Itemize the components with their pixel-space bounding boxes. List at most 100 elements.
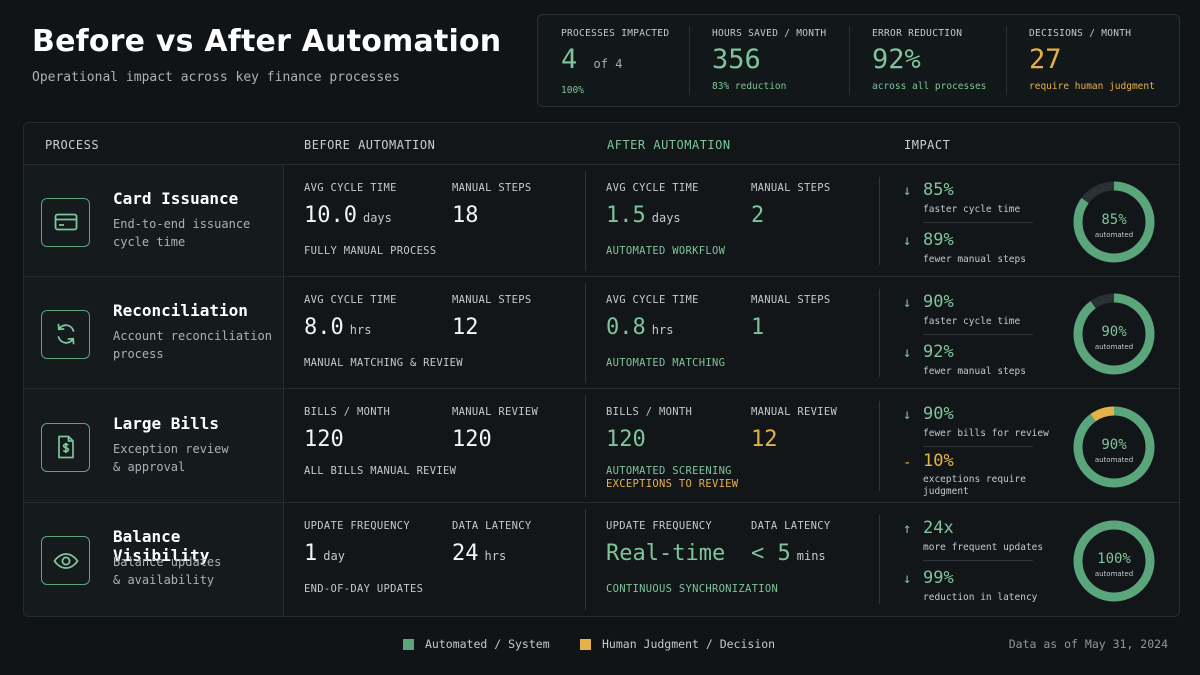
after-metric1-value: 1.5 days	[606, 203, 681, 228]
impact1-arrow-icon: ↓	[903, 183, 912, 199]
after-note: CONTINUOUS SYNCHRONIZATION	[606, 583, 779, 595]
impact1-arrow-icon: ↓	[903, 295, 912, 311]
impact2-label: reduction in latency	[923, 592, 1038, 603]
metric-unit: hrs	[484, 549, 507, 563]
process-name: Large Bills	[113, 413, 219, 433]
impact-divider	[923, 222, 1033, 223]
after-note: AUTOMATED MATCHING	[606, 357, 726, 369]
before-note: FULLY MANUAL PROCESS	[304, 245, 437, 257]
before-metric1-value: 10.0 days	[304, 203, 392, 228]
process-cell: Card Issuance End-to-end issuance cycle …	[24, 165, 284, 276]
metric-number: 120	[606, 427, 646, 452]
impact2-label: fewer manual steps	[923, 254, 1026, 265]
before-metric1-label: BILLS / MONTH	[304, 406, 391, 418]
legend-swatch-human	[580, 638, 591, 650]
after-metric2-value: 1	[751, 315, 770, 340]
metric-unit: hrs	[349, 323, 372, 337]
after-metric1-label: UPDATE FREQUENCY	[606, 520, 712, 532]
donut-percent: 85%	[1101, 212, 1127, 228]
credit-card-icon	[41, 197, 90, 247]
process-name: Reconciliation	[113, 300, 248, 320]
impact1-value: 85%	[923, 180, 954, 200]
bill-dollar-icon	[41, 422, 90, 472]
impact2-value: 92%	[923, 342, 954, 362]
automation-donut: 90% automated	[1073, 293, 1155, 375]
data-as-of: Data as of May 31, 2024	[1008, 637, 1168, 651]
kpi-sub: 100%	[561, 85, 584, 96]
kpi-hours-saved: HOURS SAVED / MONTH 356 83% reduction	[689, 15, 849, 106]
before-metric2-value: 120	[452, 427, 498, 452]
metric-number: 8.0	[304, 315, 344, 340]
before-metric2-value: 12	[452, 315, 485, 340]
before-metric1-value: 8.0 hrs	[304, 315, 371, 340]
after-metric2-value: < 5 mins	[751, 541, 826, 566]
kpi-label: HOURS SAVED / MONTH	[712, 28, 827, 39]
impact1-value: 90%	[923, 404, 954, 424]
donut-percent: 100%	[1097, 551, 1131, 567]
table-header: PROCESS BEFORE AUTOMATION AFTER AUTOMATI…	[24, 123, 1179, 165]
after-metric2-value: 2	[751, 203, 770, 228]
column-divider	[879, 177, 880, 265]
process-cell: Reconciliation Account reconciliation pr…	[24, 277, 284, 388]
after-note: AUTOMATED SCREENING	[606, 465, 732, 477]
metric-number: 1	[304, 541, 318, 566]
table-row-balance-visibility: Balance Visibility Balance updates & ava…	[24, 503, 1179, 616]
after-metric1-label: AVG CYCLE TIME	[606, 294, 699, 306]
impact2-value: 10%	[923, 451, 954, 471]
before-note: MANUAL MATCHING & REVIEW	[304, 357, 463, 369]
kpi-sub: across all processes	[872, 81, 987, 92]
impact2-arrow-icon: ↓	[903, 571, 912, 587]
kpi-label: ERROR REDUCTION	[872, 28, 963, 39]
process-name: Card Issuance	[113, 188, 239, 208]
after-metric1-value: 120	[606, 427, 652, 452]
metric-number: 1.5	[606, 203, 646, 228]
impact1-value: 90%	[923, 292, 954, 312]
table-row-reconciliation: Reconciliation Account reconciliation pr…	[24, 277, 1179, 389]
column-header-after: AFTER AUTOMATION	[607, 138, 731, 152]
process-name: Balance Visibility	[113, 527, 210, 565]
legend-swatch-automated	[403, 638, 414, 650]
legend-automated: Automated / System	[403, 637, 550, 651]
after-metric2-label: MANUAL STEPS	[751, 294, 831, 306]
before-metric2-label: DATA LATENCY	[452, 520, 532, 532]
impact1-label: faster cycle time	[923, 204, 1021, 215]
impact2-label: fewer manual steps	[923, 366, 1026, 377]
legend-label: Human Judgment / Decision	[602, 637, 776, 651]
donut-sublabel: automated	[1095, 343, 1133, 351]
process-desc-line2: & availability	[113, 573, 215, 587]
before-metric1-value: 1 day	[304, 541, 345, 566]
kpi-processes-impacted: PROCESSES IMPACTED 4 of 4 100%	[538, 15, 689, 106]
metric-unit: day	[323, 549, 345, 563]
column-divider	[585, 283, 586, 383]
process-desc-line1: Balance updates	[113, 555, 222, 569]
comparison-table: PROCESS BEFORE AUTOMATION AFTER AUTOMATI…	[23, 122, 1180, 617]
column-divider	[585, 395, 586, 497]
donut-percent: 90%	[1101, 324, 1127, 340]
table-row-large-bills: Large Bills Exception review & approval …	[24, 389, 1179, 503]
kpi-value: 27	[1029, 44, 1062, 75]
impact2-arrow-icon: ↓	[903, 345, 912, 361]
metric-number: < 5	[751, 541, 791, 566]
column-divider	[879, 515, 880, 604]
metric-number: 1	[751, 315, 765, 340]
process-desc-line2: cycle time	[113, 234, 186, 249]
kpi-label: PROCESSES IMPACTED	[561, 28, 670, 39]
metric-number: 12	[452, 315, 479, 340]
legend-human: Human Judgment / Decision	[580, 637, 775, 651]
kpi-decisions: DECISIONS / MONTH 27 require human judgm…	[1006, 15, 1179, 106]
automation-donut: 100% automated	[1073, 520, 1155, 601]
before-metric2-label: MANUAL REVIEW	[452, 406, 539, 418]
after-note: AUTOMATED WORKFLOW	[606, 245, 726, 257]
metric-number: 18	[452, 203, 479, 228]
after-metric2-label: MANUAL REVIEW	[751, 406, 838, 418]
metric-unit: days	[362, 211, 392, 225]
metric-unit: mins	[796, 549, 826, 563]
impact2-arrow-icon: -	[903, 455, 912, 471]
metric-number: Real-time	[606, 541, 726, 566]
metric-unit: hrs	[651, 323, 674, 337]
before-note: ALL BILLS MANUAL REVIEW	[304, 465, 457, 477]
refresh-icon	[41, 309, 90, 359]
before-metric2-label: MANUAL STEPS	[452, 294, 532, 306]
metric-number: 12	[751, 427, 778, 452]
after-metric2-label: MANUAL STEPS	[751, 182, 831, 194]
